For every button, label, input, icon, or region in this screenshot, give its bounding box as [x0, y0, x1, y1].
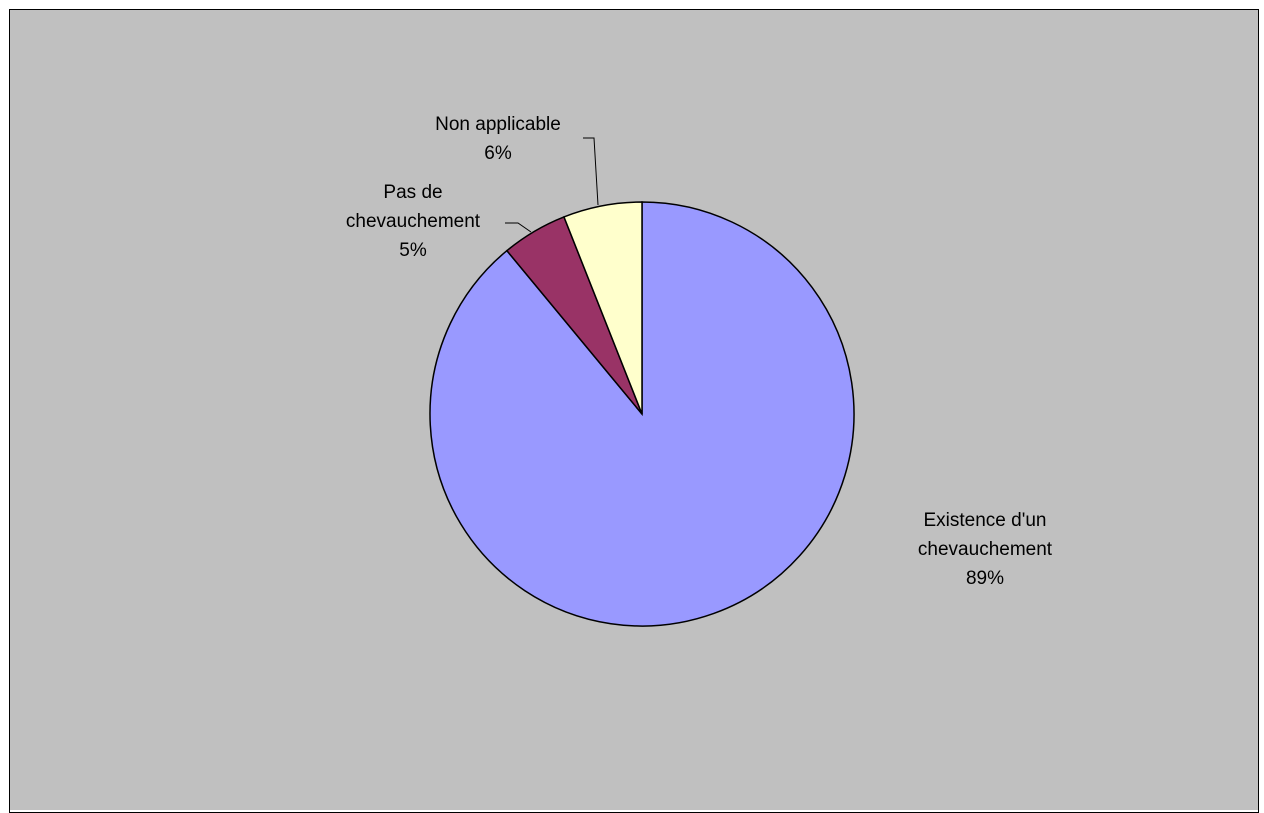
slice-percent: 89%	[966, 568, 1004, 589]
slice-label: Non applicable 6%	[435, 114, 561, 164]
slice-name-line: Non applicable	[435, 114, 561, 135]
pie-slices	[429, 201, 855, 627]
leader-lines	[505, 137, 599, 233]
slice-name-line: Pas de	[383, 182, 442, 203]
slice-percent: 5%	[399, 240, 427, 261]
leader-line	[505, 222, 532, 233]
slice-name-line: Existence d'un	[924, 510, 1047, 531]
slice-name-line: chevauchement	[918, 539, 1053, 560]
leader-line	[583, 137, 599, 206]
slice-labels: Existence d'un chevauchement 89% Pas de chev…	[346, 114, 1053, 589]
slice-label: Pas de chevauchement 5%	[346, 182, 481, 261]
slice-percent: 6%	[484, 143, 512, 164]
pie-slice	[562, 201, 643, 415]
slice-name-line: chevauchement	[346, 211, 481, 232]
slice-label: Existence d'un chevauchement 89%	[918, 510, 1053, 589]
